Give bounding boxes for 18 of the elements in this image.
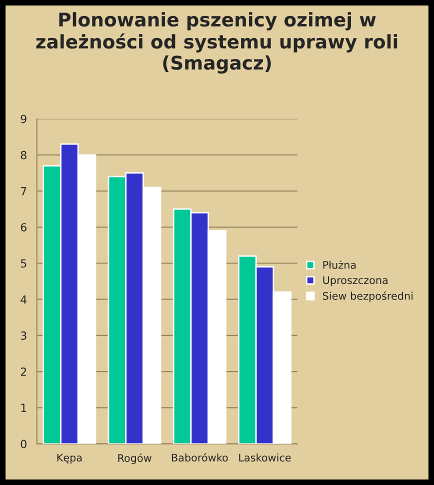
y-tick-label: 5 xyxy=(20,259,26,268)
y-tick-label: 2 xyxy=(20,368,26,376)
y-tick-label: 3 xyxy=(20,331,26,340)
x-tick-label: Baborówko xyxy=(172,453,228,462)
y-tick-label: 6 xyxy=(20,223,26,232)
y-tick-label: 4 xyxy=(20,295,27,304)
x-tick-label: Kępa xyxy=(57,454,82,464)
legend-label: Siew bezpośredni xyxy=(322,291,413,302)
chart-title: Plonowanie pszenicy ozimej w zależności od systemu uprawy roli (Smagacz) xyxy=(36,12,398,74)
x-tick-label: Laskowice xyxy=(239,453,291,462)
y-tick-label: 0 xyxy=(20,440,26,448)
y-tick-label: 9 xyxy=(20,114,26,124)
legend-label: Płużna xyxy=(323,260,356,269)
y-tick-label: 8 xyxy=(20,150,26,160)
y-tick-label: 1 xyxy=(21,404,26,412)
x-tick-label: Rogów xyxy=(118,453,152,464)
y-tick-label: 7 xyxy=(21,187,26,196)
legend-label: Uproszczona xyxy=(323,276,388,286)
